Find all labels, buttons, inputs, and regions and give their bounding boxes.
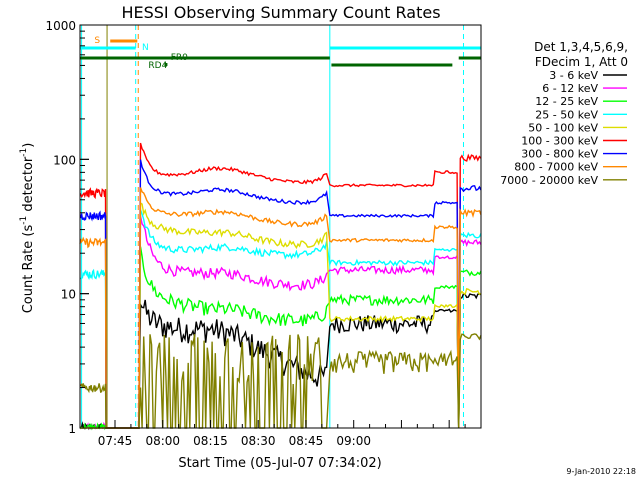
series-trace [79,159,482,429]
series-trace [79,246,482,431]
legend-entry-label: 3 - 6 keV [549,69,598,82]
legend-entry-label: 6 - 12 keV [542,82,598,95]
flag-label: FR0 [171,53,188,63]
y-axis-label-sup1: -1 [19,216,29,225]
x-tick-label: 08:15 [193,434,228,448]
plot-lines [81,25,464,428]
y-tick-label: 10 [61,288,76,302]
x-axis-ticks: 07:45 08:00 08:15 08:30 08:45 09:00 [82,420,482,448]
y-axis-label-mid: detector [21,156,36,216]
series-trace [80,215,482,430]
flag-label: S [94,36,100,46]
x-tick-label: 07:45 [98,434,133,448]
y-axis-label: Count Rate (s-1 detector-1) [19,143,36,314]
series-line [80,201,482,429]
legend-entry-label: 7000 - 20000 keV [500,174,598,187]
legend-entry-label: 12 - 25 keV [535,95,598,108]
series-line [79,142,482,429]
legend-entry-label: 25 - 50 keV [535,108,598,121]
rd4-flag-dot [164,63,168,66]
y-axis-label-main: Count Rate (s [21,225,36,314]
series-trace [80,201,482,429]
x-axis-label: Start Time (05-Jul-07 07:34:02) [178,456,381,471]
flags-layer: S N RD4 FR0 [80,36,481,71]
series-line [79,159,482,429]
x-tick-label: 08:45 [289,434,324,448]
x-tick-label: 09:00 [336,434,371,448]
series-trace [79,187,482,429]
x-tick-label: 08:00 [145,434,180,448]
series-line [80,215,482,430]
y-axis-label-sup2: -1 [19,148,29,157]
series-line [79,246,482,431]
footer-timestamp: 9-Jan-2010 22:18 [566,467,636,476]
flag-label: N [142,43,149,53]
series-trace [79,333,482,429]
legend-title-line2: FDecim 1, Att 0 [535,55,628,69]
y-tick-label: 1000 [45,19,76,33]
series-line [79,209,482,429]
legend: Det 1,3,4,5,6,9, FDecim 1, Att 0 3 - 6 k… [500,40,628,187]
flag-label: RD4 [148,61,167,71]
series-trace [79,142,482,429]
y-axis-ticks: 1 10 100 1000 [45,19,89,436]
legend-entry-label: 50 - 100 keV [528,121,598,134]
y-axis-label-end: ) [21,143,36,148]
legend-entry-label: 100 - 300 keV [521,135,598,148]
series-line [79,333,482,429]
legend-entry-label: 300 - 800 keV [521,148,598,161]
y-tick-label: 100 [53,153,76,167]
legend-title-line1: Det 1,3,4,5,6,9, [534,40,628,54]
y-tick-label: 1 [68,422,76,436]
series-line [79,187,482,429]
legend-entry-label: 800 - 7000 keV [514,161,598,174]
x-tick-label: 08:30 [241,434,276,448]
chart-title: HESSI Observing Summary Count Rates [121,3,440,22]
series-trace [79,209,482,429]
plot-frame [79,24,482,429]
series-layer [79,142,482,431]
